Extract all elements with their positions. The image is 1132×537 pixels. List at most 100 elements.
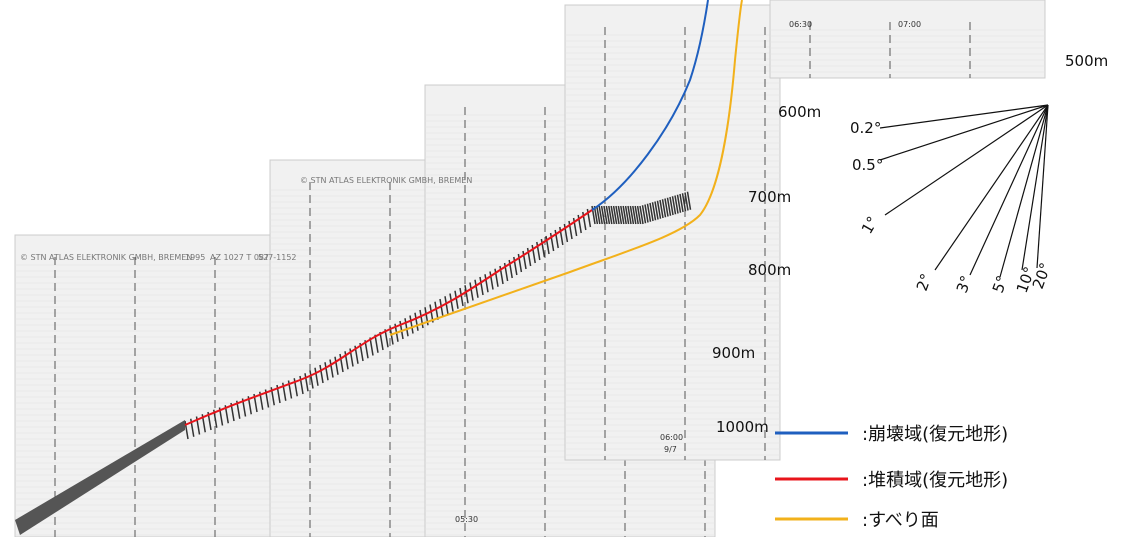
- profiler-records: [14, 0, 1046, 537]
- echo-texture: [634, 205, 639, 225]
- echo-texture: [598, 205, 603, 225]
- echo-texture: [622, 205, 627, 225]
- echo-texture: [646, 203, 652, 222]
- echo-texture: [686, 191, 692, 210]
- legend-label: :堆積域(復元地形): [862, 470, 1008, 491]
- record-sheet: [769, 0, 1046, 79]
- echo-texture: [339, 353, 344, 373]
- record-header: © STN ATLAS ELEKTRONIK GMBH, BREMEN: [300, 176, 472, 185]
- echo-texture: [309, 370, 314, 389]
- echo-texture: [419, 309, 424, 329]
- echo-texture: [639, 205, 644, 225]
- echo-texture: [545, 235, 550, 255]
- echo-texture: [671, 196, 677, 215]
- echo-texture: [536, 241, 541, 261]
- echo-texture: [314, 367, 319, 386]
- echo-texture: [464, 285, 469, 304]
- echo-texture: [624, 205, 630, 225]
- time-label: 05:30: [455, 515, 478, 524]
- record-header: 527-1152: [258, 253, 297, 262]
- angle-line: [879, 104, 1049, 161]
- echo-texture: [620, 205, 625, 225]
- echo-texture: [449, 293, 454, 312]
- echo-texture: [459, 287, 464, 307]
- echo-texture: [479, 276, 484, 296]
- echo-texture: [489, 271, 494, 290]
- echo-texture: [659, 199, 664, 219]
- echo-texture: [469, 282, 474, 301]
- echo-texture: [554, 229, 559, 249]
- echo-texture: [636, 205, 642, 225]
- echo-texture: [664, 198, 669, 217]
- depth-label: 900m: [712, 344, 755, 362]
- angle-label: 3°: [953, 273, 976, 295]
- angle-line: [969, 104, 1049, 276]
- slope-texture: [15, 420, 185, 535]
- angle-line: [879, 104, 1049, 129]
- time-label: 06:30: [789, 20, 812, 29]
- echo-texture: [600, 205, 606, 225]
- deposition-curve: [184, 209, 593, 426]
- angle-line: [934, 104, 1049, 271]
- echo-texture: [676, 194, 682, 213]
- echo-texture: [474, 279, 479, 298]
- time-label: 07:00: [898, 20, 921, 29]
- angle-line: [884, 104, 1049, 216]
- angle-label: 0.2°: [850, 119, 881, 137]
- record-header: 1995: [185, 253, 205, 262]
- angle-label: 20°: [1029, 260, 1055, 291]
- echo-texture: [610, 205, 615, 225]
- echo-texture: [629, 205, 635, 225]
- time-label: 9/7: [664, 445, 677, 454]
- legend-label: :崩壊域(復元地形): [862, 424, 1008, 445]
- angle-label: 0.5°: [852, 156, 883, 174]
- echo-texture: [414, 312, 419, 331]
- legend: :崩壊域(復元地形) :堆積域(復元地形) :すべり面: [775, 424, 1008, 531]
- depth-label: 700m: [748, 188, 791, 206]
- echo-texture: [454, 290, 459, 309]
- echo-texture: [404, 318, 409, 337]
- echo-texture: [444, 296, 449, 315]
- collapse-curve: [591, 0, 709, 211]
- echo-texture: [559, 226, 564, 246]
- echo-texture: [484, 274, 489, 293]
- echo-texture: [644, 204, 649, 223]
- angle-fan: [879, 104, 1049, 278]
- echo-texture: [379, 331, 384, 351]
- echo-texture: [563, 223, 569, 243]
- echo-texture: [617, 205, 623, 225]
- echo-texture: [674, 195, 679, 214]
- echo-texture: [608, 205, 613, 225]
- echo-texture: [526, 247, 532, 267]
- record-header: AZ 1027 T 087: [210, 253, 269, 262]
- legend-label: :すべり面: [862, 510, 939, 531]
- echo-texture: [344, 351, 349, 370]
- echo-texture: [329, 359, 334, 378]
- echo-texture: [494, 268, 499, 287]
- echo-texture: [615, 205, 620, 225]
- echo-texture: [669, 196, 674, 216]
- echo-texture: [649, 202, 654, 222]
- angle-line: [1021, 104, 1049, 271]
- angle-line: [1036, 104, 1049, 269]
- echo-texture: [439, 298, 444, 318]
- angle-label: 1°: [858, 213, 882, 237]
- echo-texture: [681, 193, 687, 212]
- echo-texture: [632, 205, 637, 225]
- echo-texture: [531, 244, 536, 264]
- echo-texture: [666, 197, 672, 216]
- echo-texture: [304, 373, 309, 392]
- echo-texture: [540, 238, 546, 258]
- echo-texture: [549, 232, 555, 252]
- depth-label: 1000m: [716, 418, 769, 436]
- echo-texture: [319, 364, 324, 384]
- echo-texture: [654, 201, 659, 220]
- record-header: © STN ATLAS ELEKTRONIK GMBH, BREMEN: [20, 253, 192, 262]
- echo-texture: [641, 205, 647, 224]
- echo-texture: [627, 205, 632, 225]
- echo-texture: [324, 362, 329, 381]
- depth-label: 800m: [748, 261, 791, 279]
- echo-texture: [661, 199, 667, 218]
- angle-label: 5°: [989, 273, 1012, 295]
